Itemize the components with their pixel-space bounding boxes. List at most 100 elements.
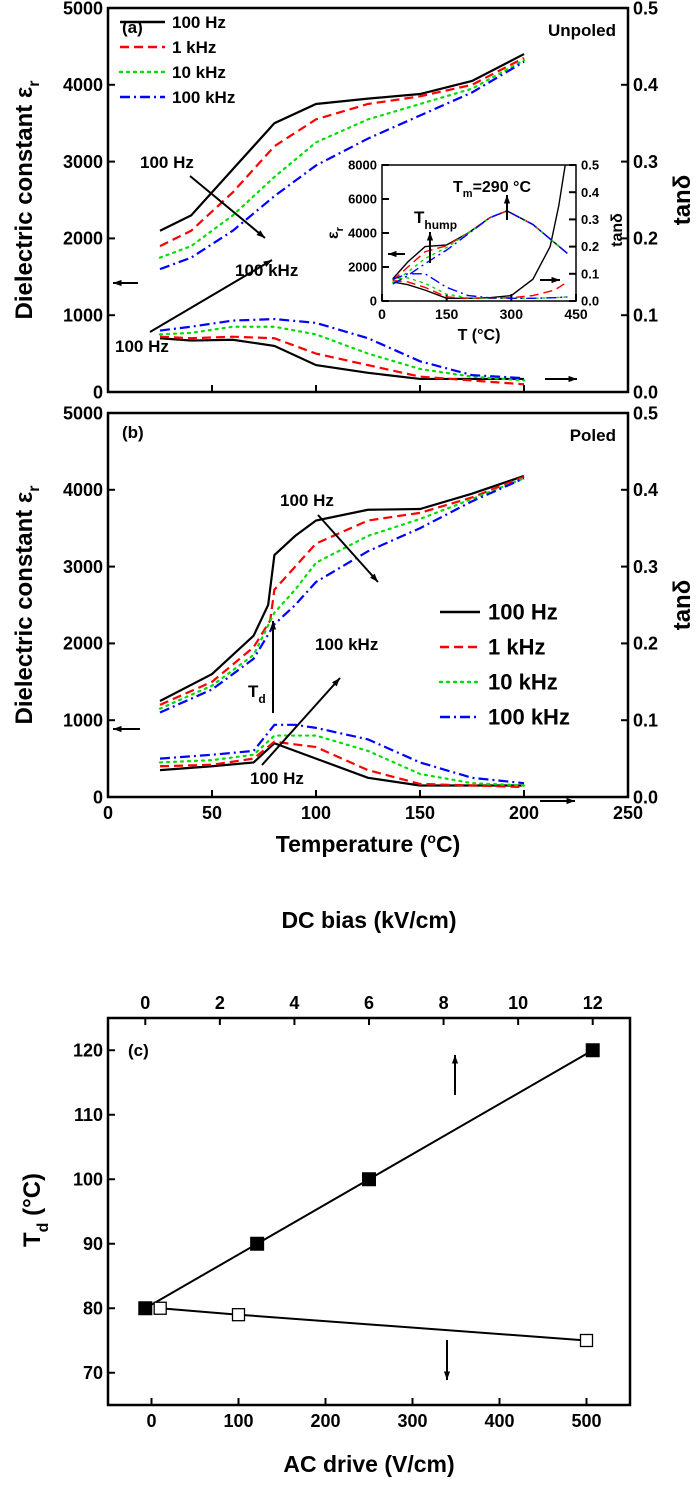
inset-y-tick-label: 0 [370,294,377,309]
y2-tick-label: 0.1 [633,306,658,326]
inset-y2-tick-label: 0.0 [581,294,599,309]
x2-tick-label: 6 [364,993,374,1013]
y-tick-label: 90 [83,1234,103,1254]
x-tick-label: 400 [484,1411,514,1431]
tan-series-0 [159,741,524,787]
tm-label: Tm=290 °C [453,179,531,200]
x-tick-label: 100 [301,803,331,823]
inset-tan-series-3 [392,273,568,299]
x-tick-label: 200 [509,803,539,823]
y-axis-label-sub: r [26,485,43,491]
plot-frame [106,1016,632,1407]
annotation-100hz-tan: 100 Hz [115,337,169,356]
legend-label: 100 Hz [172,13,226,32]
freq-arrow-tan-head [332,678,340,687]
x-axis-label: AC drive (V/cm) [283,1451,454,1477]
inset-y2-tick-label: 0.5 [581,158,599,173]
y-tick-label: 3000 [63,152,103,172]
y-tick-label: 3000 [63,557,103,577]
plot-frame [106,6,630,394]
inset-y2-tick-label: 0.1 [581,266,599,281]
legend-label: 100 kHz [488,705,570,730]
y2-axis-label: tanδ [669,580,696,631]
legend-label: 100 kHz [172,88,235,107]
tan-series-3 [159,317,525,380]
dc-bias-point [250,1236,265,1251]
y2-tick-label: 0.3 [633,152,658,172]
eps-series-3 [159,477,525,714]
ac-drive-point [231,1308,246,1322]
y-axis-label-ylabel_unit: (°C) [19,1173,46,1223]
eps-series-3 [159,60,525,271]
legend-label: 100 Hz [488,600,558,625]
freq-arrow [189,175,266,239]
y-tick-label: 4000 [63,480,103,500]
x-tick-label: 0 [103,803,113,823]
left-axis-arrow-head [113,279,122,287]
dc-bias-line [144,1049,594,1310]
y2-tick-label: 0.0 [633,787,658,807]
inset-left-arrow-head [388,250,397,258]
tm-value: =290 °C [473,179,532,196]
x-tick-label: 200 [310,1411,340,1431]
y-tick-label: 0 [93,382,103,402]
td-arrow-head [269,621,277,630]
inset-y-tick-label: 6000 [348,192,377,207]
inset-x-label: T (°C) [458,327,501,344]
ac-drive-point [579,1333,594,1348]
tan-series-3 [159,723,525,785]
y-axis-label: Dielectric constant εr [11,80,43,319]
x2-tick-label: 0 [140,993,150,1013]
y2-tick-label: 0.0 [633,382,658,402]
y-tick-label: 5000 [63,0,103,18]
tan-series-1 [159,740,525,789]
y2-tick-label: 0.5 [633,403,658,423]
dc-bias-point [362,1172,376,1187]
y-axis-label-main: Dielectric constant ε [11,87,38,320]
freq-arrow-head [256,230,265,238]
y-tick-label: 110 [74,1105,103,1125]
annotation-100khz: 100 kHz [315,635,378,654]
tan-series-2 [158,734,526,787]
x2-tick-label: 10 [508,993,528,1013]
inset-y-tick-label: 2000 [348,260,377,275]
legend-label: 10 kHz [488,670,558,695]
eps-series-1 [159,475,525,706]
x-tick-label: 0 [146,1411,156,1431]
y-axis-label-ylabel: T [19,1232,46,1247]
annotation-100khz: 100 kHz [235,261,298,280]
y-tick-label: 120 [73,1041,103,1061]
annotation-100hz: 100 Hz [140,153,194,172]
y2-tick-label: 0.2 [633,229,658,249]
tan-series-2 [158,325,526,382]
y2-tick-label: 0.4 [633,480,658,500]
y2-tick-label: 0.5 [633,0,658,18]
inset-y2-tick-label: 0.3 [581,212,599,227]
x2-axis-label: DC bias (kV/cm) [281,907,456,933]
y2-tick-label: 0.2 [633,634,658,654]
inset-tan-series-2 [392,277,569,299]
right-axis-arrow-head [566,797,575,805]
inset-eps-series-3 [392,210,568,285]
y-axis-label-main: Dielectric constant ε [11,492,38,725]
annotation-100hz: 100 Hz [280,491,334,510]
x-tick-label: 500 [571,1411,601,1431]
x-axis-label-xlabel: Temperature ( [276,831,428,857]
y2-tick-label: 0.4 [633,75,658,95]
x-tick-label: 300 [397,1411,427,1431]
panel-label: (c) [128,1041,149,1060]
condition-label: Unpoled [548,21,616,40]
inset-y-tick-label: 8000 [348,158,377,173]
x-axis-label: Temperature (oC) [276,830,461,857]
x-tick-label: 250 [613,803,643,823]
inset-y2-tick-label: 0.4 [581,185,600,200]
hump-arrow-head [426,232,434,241]
panel-label: (b) [122,423,144,442]
y-tick-label: 1000 [63,711,103,731]
inset-y2-tick-label: 0.2 [581,239,599,254]
hump-sub: hump [424,218,457,232]
condition-label: Poled [570,426,616,445]
inset-x-tick-label: 150 [435,306,459,322]
eps-series-2 [158,59,526,259]
